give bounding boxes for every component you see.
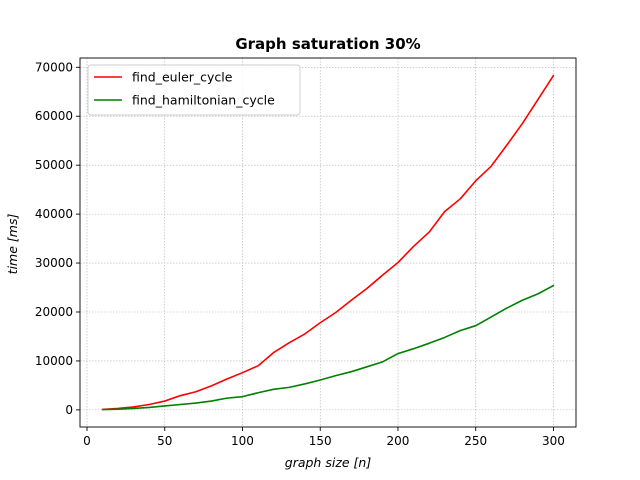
legend-box — [87, 64, 301, 116]
axes: 0 50 100 150 200 250 300 0 10000 20000 30000 40000 5… — [35, 57, 577, 448]
plot-frame — [79, 57, 577, 428]
y-tick-label: 50000 — [35, 158, 73, 172]
y-tick-label: 30000 — [35, 256, 73, 270]
series-lines — [101, 74, 555, 411]
y-tick-label: 60000 — [35, 109, 73, 123]
y-axis-title: time [ms] — [5, 214, 20, 275]
x-axis-title: graph size [n] — [285, 455, 372, 470]
y-tick-label: 0 — [65, 403, 73, 417]
y-tick-label: 20000 — [35, 305, 73, 319]
y-tick-label: 10000 — [35, 354, 73, 368]
chart-title: Graph saturation 30% — [235, 35, 420, 53]
series-line-find_euler_cycle — [101, 74, 555, 411]
grid-lines — [80, 58, 576, 427]
x-tick-label: 0 — [83, 434, 91, 448]
x-tick-label: 100 — [231, 434, 254, 448]
legend-label-find_hamiltonian_cycle: find_hamiltonian_cycle — [132, 93, 275, 108]
x-tick-label: 250 — [464, 434, 487, 448]
x-tick-label: 150 — [309, 434, 332, 448]
legend: find_euler_cycle find_hamiltonian_cycle — [87, 64, 301, 116]
legend-label-find_euler_cycle: find_euler_cycle — [132, 70, 233, 85]
x-tick-label: 300 — [542, 434, 565, 448]
x-tick-label: 50 — [157, 434, 172, 448]
y-tick-label: 40000 — [35, 207, 73, 221]
series-line-find_hamiltonian_cycle — [101, 284, 555, 411]
x-tick-label: 200 — [387, 434, 410, 448]
y-tick-label: 70000 — [35, 60, 73, 74]
